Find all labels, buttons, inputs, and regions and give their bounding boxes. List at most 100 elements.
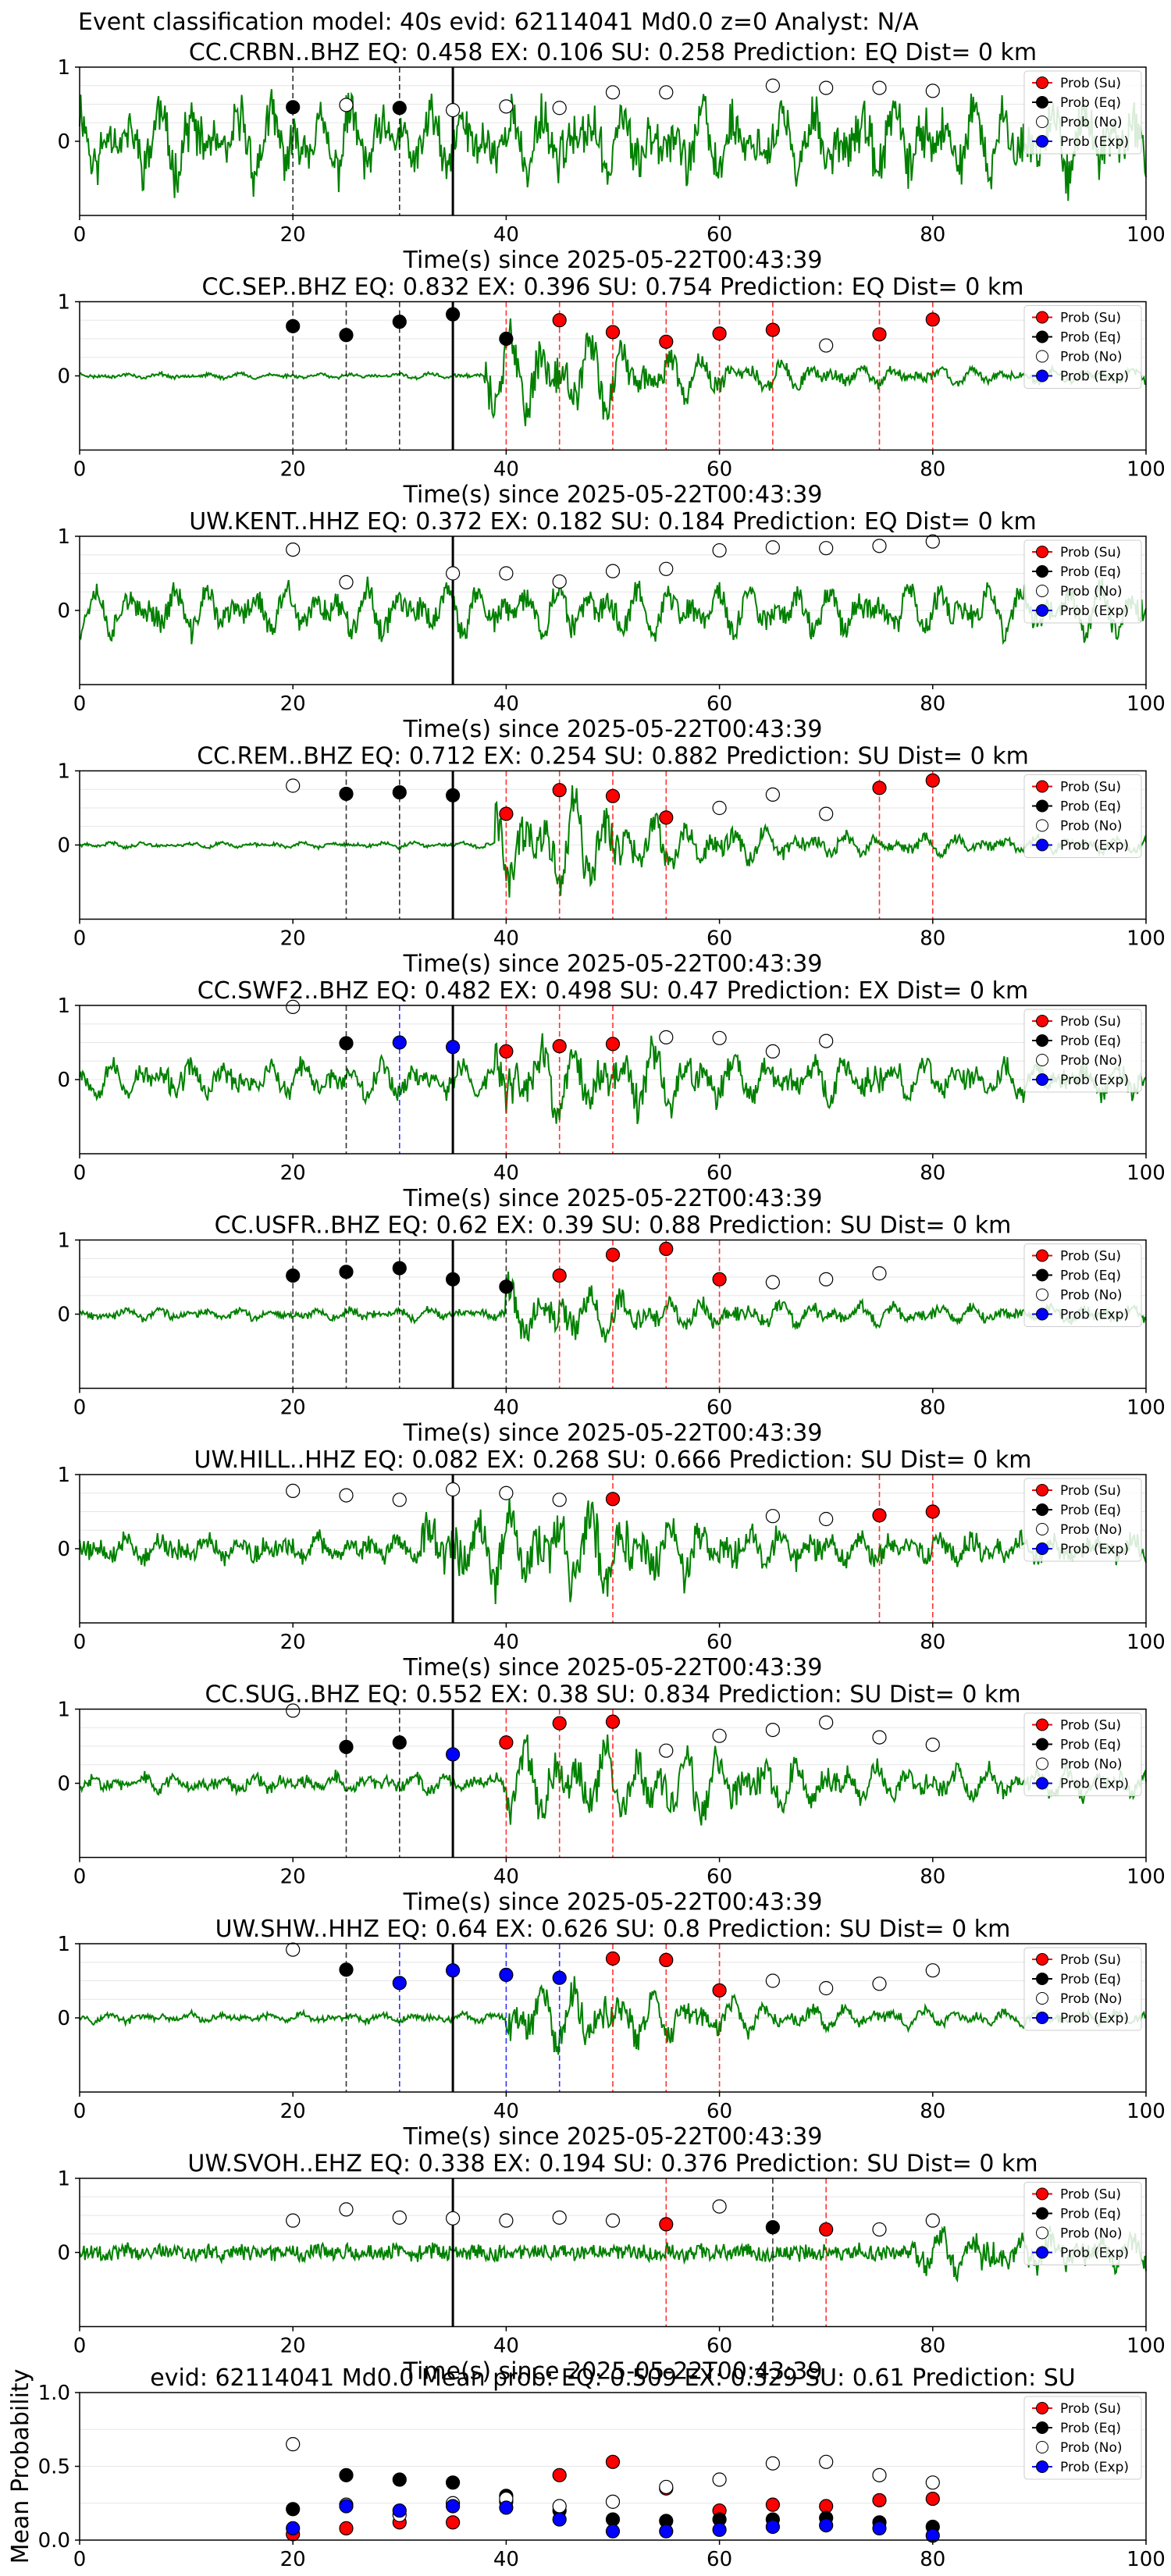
xtick-label-6-3: 60 bbox=[707, 1631, 732, 1654]
point-9-1 bbox=[339, 2202, 354, 2217]
xtick-label-3-5: 100 bbox=[1127, 927, 1166, 951]
ytick-label-0-1: 1 bbox=[57, 56, 70, 80]
xtick-label-10-2: 40 bbox=[493, 2548, 519, 2571]
point-10-34 bbox=[712, 2472, 727, 2487]
ytick-label-1-1: 1 bbox=[57, 291, 70, 315]
point-0-10 bbox=[872, 80, 887, 95]
point-10-5 bbox=[339, 2467, 354, 2482]
legend-label-4-3: Prob (Exp) bbox=[1060, 1073, 1129, 1088]
point-8-4 bbox=[499, 1967, 514, 1982]
xtick-label-2-4: 80 bbox=[920, 692, 945, 716]
xtick-label-7-3: 60 bbox=[707, 1866, 732, 1889]
point-5-11 bbox=[872, 1266, 887, 1281]
legend-box-4 bbox=[1023, 1009, 1142, 1093]
panel-10: 0 20 40 60 80 100 0.0 0.5 1.0 evid: 62114041 Md0.… bbox=[7, 2364, 1166, 2571]
xtick-label-10-0: 0 bbox=[73, 2548, 87, 2571]
legend-label-8-2: Prob (No) bbox=[1060, 1991, 1123, 2007]
legend-label-4-1: Prob (Eq) bbox=[1060, 1034, 1121, 1049]
point-5-1 bbox=[339, 1265, 354, 1279]
legend-marker-9-2 bbox=[1036, 2226, 1048, 2240]
point-10-24 bbox=[605, 2454, 621, 2469]
point-7-7 bbox=[659, 1743, 674, 1758]
legend-label-2-2: Prob (No) bbox=[1060, 584, 1123, 600]
point-3-2 bbox=[392, 785, 407, 800]
point-9-9 bbox=[765, 2220, 781, 2235]
point-10-3 bbox=[286, 2521, 301, 2535]
point-8-5 bbox=[552, 1970, 567, 1985]
x-axis-label-5: Time(s) since 2025-05-22T00:43:39 bbox=[403, 1420, 823, 1447]
point-3-11 bbox=[872, 781, 887, 795]
xtick-label-8-3: 60 bbox=[707, 2100, 732, 2123]
point-9-12 bbox=[925, 2213, 940, 2228]
xtick-label-1-4: 80 bbox=[920, 458, 945, 482]
x-axis-label-7: Time(s) since 2025-05-22T00:43:39 bbox=[403, 1889, 823, 1916]
point-3-10 bbox=[819, 806, 834, 821]
ytick-label-3-0: 0 bbox=[57, 834, 70, 858]
point-2-10 bbox=[872, 539, 887, 553]
point-6-9 bbox=[872, 1508, 887, 1523]
legend-label-6-0: Prob (Su) bbox=[1060, 1483, 1121, 1499]
ytick-label-2-0: 0 bbox=[57, 600, 70, 623]
legend-box-8 bbox=[1023, 1947, 1142, 2031]
point-1-8 bbox=[712, 326, 727, 341]
point-5-5 bbox=[552, 1268, 567, 1283]
point-4-7 bbox=[659, 1030, 674, 1044]
legend-label-3-1: Prob (Eq) bbox=[1060, 799, 1121, 815]
waveform-9 bbox=[79, 2226, 1147, 2283]
point-2-4 bbox=[552, 574, 567, 589]
legend-marker-0-1 bbox=[1036, 96, 1048, 109]
point-8-3 bbox=[445, 1963, 461, 1978]
point-8-2 bbox=[392, 1976, 407, 1991]
legend-label-4-0: Prob (Su) bbox=[1060, 1014, 1121, 1030]
legend-label-6-1: Prob (Eq) bbox=[1060, 1503, 1121, 1518]
legend-marker-3-3 bbox=[1036, 838, 1048, 852]
point-1-2 bbox=[392, 315, 407, 329]
point-6-8 bbox=[819, 1511, 834, 1527]
point-8-0 bbox=[286, 1942, 301, 1957]
xtick-label-4-3: 60 bbox=[707, 1162, 732, 1185]
ytick-label-8-1: 1 bbox=[57, 1933, 70, 1956]
xtick-label-9-4: 80 bbox=[920, 2335, 945, 2358]
point-10-12 bbox=[445, 2515, 461, 2530]
legend-label-3-0: Prob (Su) bbox=[1060, 780, 1121, 795]
panel-4: 0 20 40 60 80 100 0 1 CC.SWF2..BHZ EQ: 0.482 EX:… bbox=[57, 977, 1165, 1212]
point-10-19 bbox=[499, 2500, 514, 2515]
xtick-label-3-2: 40 bbox=[493, 927, 519, 951]
point-0-6 bbox=[605, 85, 621, 100]
legend-marker-5-3 bbox=[1036, 1308, 1048, 1321]
ytick-label-10-0: 0.0 bbox=[38, 2529, 70, 2553]
legend-marker-10-3 bbox=[1036, 2460, 1048, 2473]
xtick-label-3-0: 0 bbox=[73, 927, 87, 951]
point-7-3 bbox=[445, 1747, 461, 1762]
point-7-2 bbox=[392, 1735, 407, 1750]
point-0-1 bbox=[339, 98, 354, 112]
legend-marker-6-1 bbox=[1036, 1503, 1048, 1516]
xtick-label-5-2: 40 bbox=[493, 1397, 519, 1420]
point-4-2 bbox=[392, 1035, 407, 1050]
legend-label-10-0: Prob (Su) bbox=[1060, 2401, 1121, 2417]
legend-marker-5-2 bbox=[1036, 1288, 1048, 1301]
xtick-label-2-3: 60 bbox=[707, 692, 732, 716]
point-7-4 bbox=[499, 1735, 514, 1750]
legend-marker-0-2 bbox=[1036, 116, 1048, 128]
point-2-3 bbox=[499, 566, 514, 581]
legend-box-5 bbox=[1023, 1244, 1142, 1327]
point-0-9 bbox=[819, 80, 834, 95]
point-7-6 bbox=[605, 1714, 621, 1729]
point-0-7 bbox=[659, 85, 674, 100]
xtick-label-1-2: 40 bbox=[493, 458, 519, 482]
point-0-8 bbox=[765, 78, 781, 93]
legend-label-0-1: Prob (Eq) bbox=[1060, 95, 1121, 111]
legend-marker-5-0 bbox=[1036, 1249, 1048, 1262]
xtick-label-1-3: 60 bbox=[707, 458, 732, 482]
waveform-1 bbox=[79, 318, 1147, 426]
panel-title-6: UW.HILL..HHZ EQ: 0.082 EX: 0.268 SU: 0.6… bbox=[194, 1446, 1031, 1474]
point-8-1 bbox=[339, 1962, 354, 1977]
point-0-0 bbox=[286, 100, 301, 115]
legend-box-2 bbox=[1023, 539, 1142, 624]
xtick-label-7-2: 40 bbox=[493, 1866, 519, 1889]
point-0-11 bbox=[925, 84, 940, 98]
legend-marker-2-2 bbox=[1036, 585, 1048, 597]
ytick-label-7-0: 0 bbox=[57, 1773, 70, 1796]
point-10-44 bbox=[872, 2492, 887, 2508]
